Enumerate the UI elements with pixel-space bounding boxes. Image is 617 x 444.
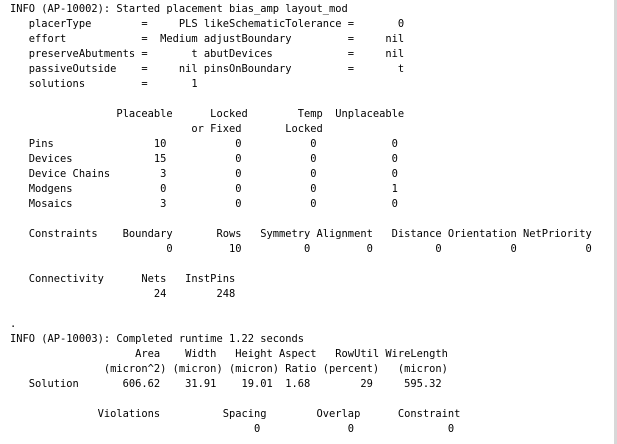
console-line: Device Chains 3 0 0 0	[10, 168, 398, 180]
console-line: 0 10 0 0 0 0 0	[10, 243, 592, 255]
console-line: Mosaics 3 0 0 0	[10, 198, 398, 210]
console-line: Solution 606.62 31.91 19.01 1.68 29 595.…	[10, 378, 442, 390]
console-line: Pins 10 0 0 0	[10, 138, 398, 150]
console-line: placerType = PLS likeSchematicTolerance …	[10, 18, 405, 30]
console-line: 24 248	[10, 288, 236, 300]
console-line: preserveAbutments = t abutDevices = nil	[10, 48, 405, 60]
console-line: solutions = 1	[10, 78, 198, 90]
console-line: INFO (AP-10002): Started placement bias_…	[10, 3, 348, 15]
vertical-scrollbar[interactable]	[614, 0, 617, 444]
console-line: INFO (AP-10003): Completed runtime 1.22 …	[10, 333, 305, 345]
console-line: Placeable Locked Temp Unplaceable	[10, 108, 405, 120]
console-line: .	[10, 318, 17, 330]
console-line: or Fixed Locked	[10, 123, 323, 135]
console-log: INFO (AP-10002): Started placement bias_…	[10, 2, 592, 437]
console-line: passiveOutside = nil pinsOnBoundary = t	[10, 63, 405, 75]
console-line: Modgens 0 0 0 1	[10, 183, 398, 195]
console-line: Area Width Height Aspect RowUtil WireLen…	[10, 348, 448, 360]
console-line: 0 0 0	[10, 423, 455, 435]
console-line: (micron^2) (micron) (micron) Ratio (perc…	[10, 363, 448, 375]
console-line: effort = Medium adjustBoundary = nil	[10, 33, 405, 45]
console-line	[10, 92, 592, 107]
console-line: Violations Spacing Overlap Constraint	[10, 408, 461, 420]
console-line	[10, 302, 592, 317]
console-line	[10, 392, 592, 407]
console-line	[10, 212, 592, 227]
console-line: Constraints Boundary Rows Symmetry Align…	[10, 228, 592, 240]
console-line: Devices 15 0 0 0	[10, 153, 398, 165]
console-line	[10, 257, 592, 272]
console-line: Connectivity Nets InstPins	[10, 273, 236, 285]
